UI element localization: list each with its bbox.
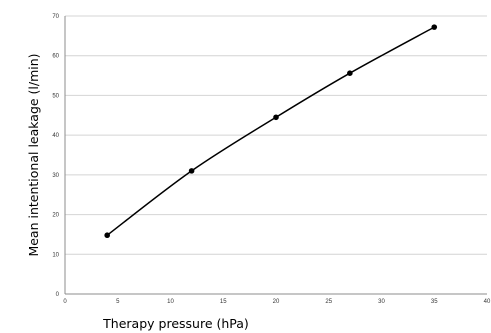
y-tick-labels: 0 10 20 30 40 50 60 70 xyxy=(52,14,59,298)
y-tick-label: 20 xyxy=(52,213,59,219)
x-tick-label: 35 xyxy=(431,299,438,305)
x-tick-labels: 0 5 10 15 20 25 30 35 40 xyxy=(63,299,491,305)
gridlines xyxy=(65,15,487,255)
x-axis-title: Therapy pressure (hPa) xyxy=(102,316,249,331)
y-tick-label: 40 xyxy=(52,133,59,139)
data-point xyxy=(188,168,195,174)
y-tick-label: 50 xyxy=(52,93,59,99)
x-tick-label: 40 xyxy=(484,299,491,305)
series xyxy=(104,24,438,239)
y-axis-title: Mean intentional leakage (l/min) xyxy=(26,53,41,256)
y-tick-label: 60 xyxy=(52,54,59,60)
data-point xyxy=(273,114,279,121)
data-point xyxy=(104,232,110,239)
data-point xyxy=(347,70,353,76)
y-tick-label: 30 xyxy=(52,173,59,179)
x-tick-label: 15 xyxy=(220,299,227,305)
x-tick-label: 30 xyxy=(378,299,385,305)
x-tick-label: 0 xyxy=(63,299,67,305)
y-tick-label: 10 xyxy=(52,252,59,258)
y-tick-label: 70 xyxy=(52,14,59,20)
y-tick-label: 0 xyxy=(56,292,60,298)
x-tick-label: 25 xyxy=(325,299,332,305)
x-tick-label: 20 xyxy=(273,299,280,305)
x-tick-label: 5 xyxy=(116,299,120,305)
series-line xyxy=(106,26,435,236)
x-tick-label: 10 xyxy=(167,299,174,305)
axes xyxy=(64,16,487,295)
data-point xyxy=(431,24,438,30)
